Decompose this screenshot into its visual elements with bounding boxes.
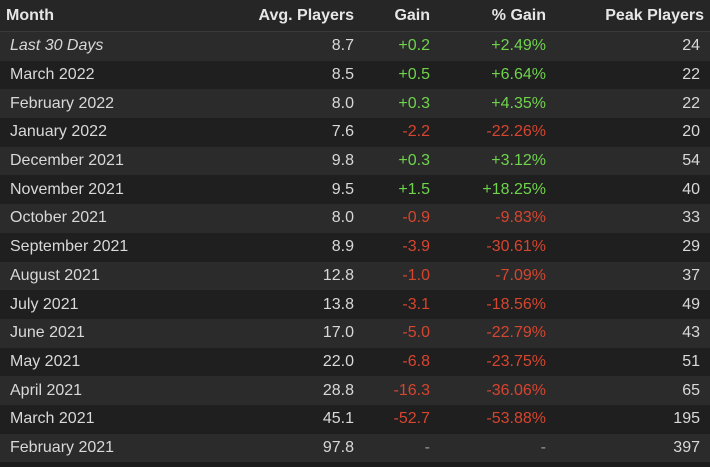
cell-pct-gain: +2.49% [438, 31, 554, 61]
cell-avg-players: 9.5 [190, 175, 362, 205]
cell-avg-players: 28.8 [190, 376, 362, 405]
cell-gain: -1.0 [362, 261, 438, 291]
cell-month: October 2021 [0, 204, 190, 233]
cell-avg-players: 17.0 [190, 318, 362, 348]
cell-pct-gain: -22.79% [438, 318, 554, 348]
cell-month: February 2022 [0, 89, 190, 119]
cell-gain: +0.3 [362, 146, 438, 176]
table-row: January 2022 7.6 -2.2 -22.26% 20 [0, 118, 710, 147]
header-peak-players[interactable]: Peak Players [554, 0, 710, 32]
cell-avg-players: 22.0 [190, 347, 362, 377]
table-row: April 2021 28.8 -16.3 -36.06% 65 [0, 376, 710, 405]
cell-peak-players: 40 [554, 175, 710, 205]
cell-pct-gain: -9.83% [438, 204, 554, 233]
table-row: July 2021 13.8 -3.1 -18.56% 49 [0, 290, 710, 319]
cell-peak-players: 54 [554, 146, 710, 176]
cell-gain: +0.5 [362, 60, 438, 90]
cell-avg-players: 8.7 [190, 31, 362, 61]
cell-pct-gain: -22.26% [438, 118, 554, 147]
cell-gain: -2.2 [362, 118, 438, 147]
header-avg-players[interactable]: Avg. Players [190, 0, 362, 32]
cell-pct-gain: +3.12% [438, 146, 554, 176]
table-body: Last 30 Days 8.7 +0.2 +2.49% 24 March 2022 8.5… [0, 31, 710, 463]
cell-gain: +1.5 [362, 175, 438, 205]
table-header: Month Avg. Players Gain % Gain Peak Play… [0, 0, 710, 32]
cell-month: July 2021 [0, 290, 190, 319]
cell-peak-players: 22 [554, 89, 710, 119]
cell-pct-gain: -53.88% [438, 404, 554, 434]
table-row: March 2022 8.5 +0.5 +6.64% 22 [0, 60, 710, 90]
cell-gain: -6.8 [362, 347, 438, 377]
cell-month: Last 30 Days [0, 31, 190, 61]
cell-gain: -16.3 [362, 376, 438, 405]
header-pct-gain[interactable]: % Gain [438, 0, 554, 32]
cell-pct-gain: -18.56% [438, 290, 554, 319]
cell-peak-players: 195 [554, 404, 710, 434]
cell-avg-players: 8.0 [190, 89, 362, 119]
table-row: August 2021 12.8 -1.0 -7.09% 37 [0, 261, 710, 291]
cell-gain: +0.3 [362, 89, 438, 119]
cell-peak-players: 22 [554, 60, 710, 90]
header-month[interactable]: Month [0, 0, 190, 32]
cell-peak-players: 24 [554, 31, 710, 61]
cell-avg-players: 12.8 [190, 261, 362, 291]
cell-pct-gain: - [438, 433, 554, 463]
cell-peak-players: 65 [554, 376, 710, 405]
cell-gain: +0.2 [362, 31, 438, 61]
cell-month: November 2021 [0, 175, 190, 205]
cell-gain: -3.1 [362, 290, 438, 319]
header-gain[interactable]: Gain [362, 0, 438, 32]
cell-peak-players: 43 [554, 318, 710, 348]
cell-gain: -3.9 [362, 232, 438, 262]
cell-gain: -5.0 [362, 318, 438, 348]
cell-peak-players: 51 [554, 347, 710, 377]
table-row: June 2021 17.0 -5.0 -22.79% 43 [0, 318, 710, 348]
cell-avg-players: 45.1 [190, 404, 362, 434]
cell-gain: -0.9 [362, 204, 438, 233]
cell-avg-players: 9.8 [190, 146, 362, 176]
table-row: February 2021 97.8- -397 [0, 433, 710, 463]
cell-peak-players: 37 [554, 261, 710, 291]
cell-month: May 2021 [0, 347, 190, 377]
cell-gain: - [362, 433, 438, 463]
table-row: March 2021 45.1 -52.7 -53.88% 195 [0, 404, 710, 434]
table-row: October 2021 8.0 -0.9 -9.83% 33 [0, 204, 710, 233]
cell-peak-players: 33 [554, 204, 710, 233]
cell-pct-gain: -36.06% [438, 376, 554, 405]
cell-avg-players: 8.5 [190, 60, 362, 90]
cell-peak-players: 29 [554, 232, 710, 262]
cell-gain: -52.7 [362, 404, 438, 434]
cell-pct-gain: -7.09% [438, 261, 554, 291]
cell-month: March 2021 [0, 404, 190, 434]
header-row: Month Avg. Players Gain % Gain Peak Play… [0, 0, 710, 32]
cell-month: December 2021 [0, 146, 190, 176]
cell-month: August 2021 [0, 261, 190, 291]
table-row: May 2021 22.0 -6.8 -23.75% 51 [0, 347, 710, 377]
cell-month: September 2021 [0, 232, 190, 262]
cell-pct-gain: -30.61% [438, 232, 554, 262]
cell-avg-players: 8.9 [190, 232, 362, 262]
cell-peak-players: 20 [554, 118, 710, 147]
cell-pct-gain: -23.75% [438, 347, 554, 377]
cell-month: February 2021 [0, 433, 190, 463]
cell-avg-players: 7.6 [190, 118, 362, 147]
cell-peak-players: 397 [554, 433, 710, 463]
cell-avg-players: 8.0 [190, 204, 362, 233]
table-row: November 2021 9.5 +1.5 +18.25% 40 [0, 175, 710, 205]
table-row: December 2021 9.8 +0.3 +3.12% 54 [0, 146, 710, 176]
cell-month: April 2021 [0, 376, 190, 405]
cell-pct-gain: +4.35% [438, 89, 554, 119]
cell-pct-gain: +6.64% [438, 60, 554, 90]
cell-month: March 2022 [0, 60, 190, 90]
table-row: September 2021 8.9 -3.9 -30.61% 29 [0, 232, 710, 262]
table-row: February 2022 8.0 +0.3 +4.35% 22 [0, 89, 710, 119]
cell-avg-players: 13.8 [190, 290, 362, 319]
cell-month: June 2021 [0, 318, 190, 348]
cell-peak-players: 49 [554, 290, 710, 319]
table-row: Last 30 Days 8.7 +0.2 +2.49% 24 [0, 31, 710, 61]
cell-pct-gain: +18.25% [438, 175, 554, 205]
cell-avg-players: 97.8 [190, 433, 362, 463]
cell-month: January 2022 [0, 118, 190, 147]
